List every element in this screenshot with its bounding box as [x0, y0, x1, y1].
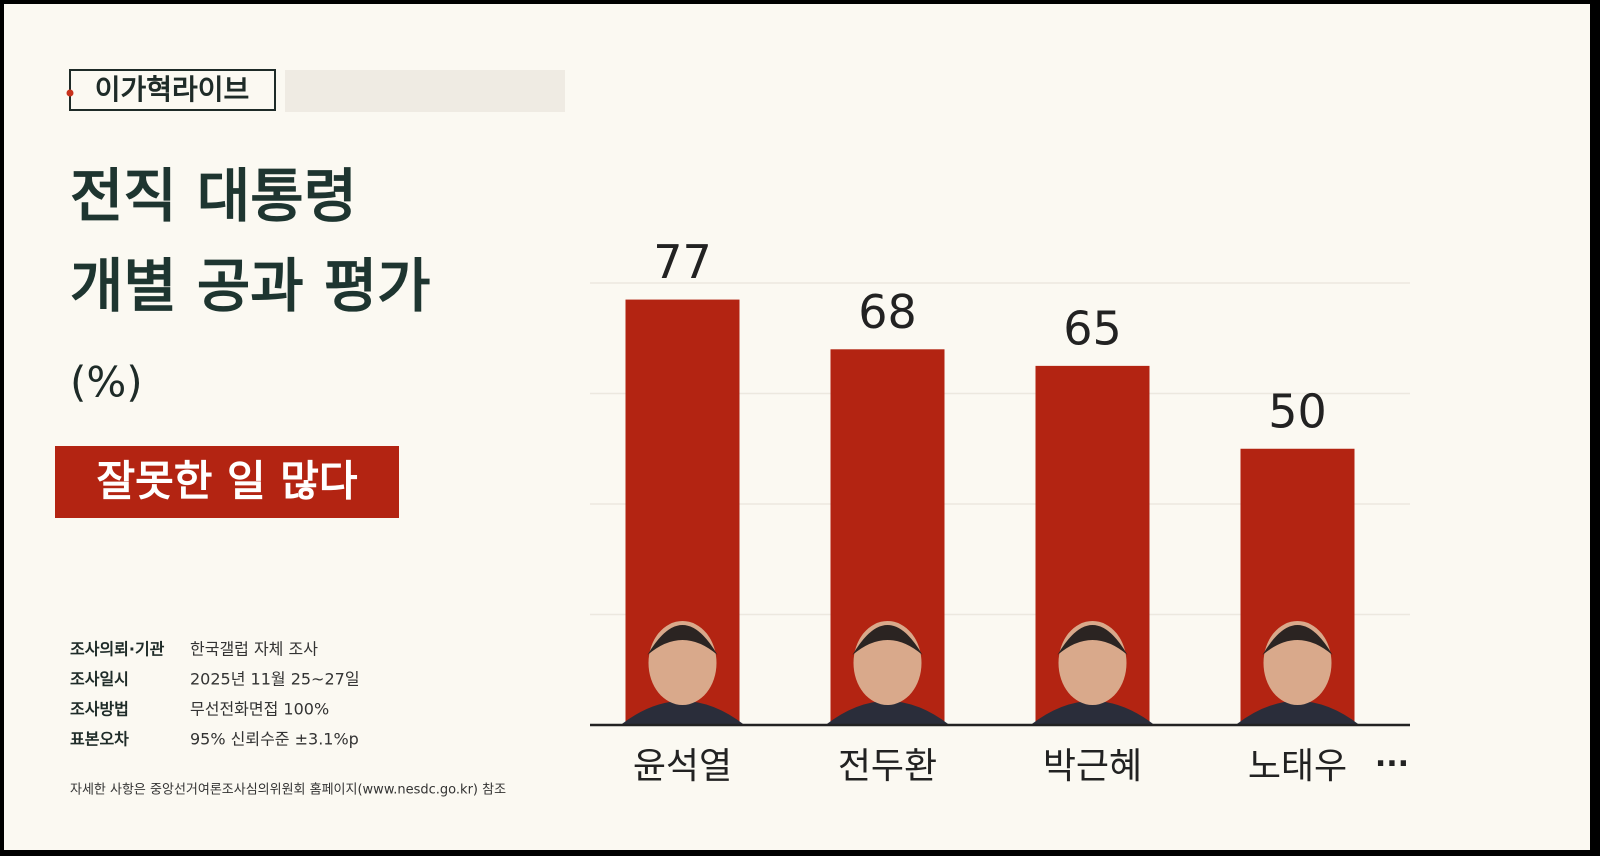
brand-dot: [66, 89, 74, 97]
note-value: 한국갤럽 자체 조사: [190, 640, 318, 659]
x-tick-label: 노태우: [1248, 746, 1347, 787]
value-label: 68: [858, 285, 917, 339]
x-tick-label: 전두환: [838, 746, 937, 787]
portrait-hair: [647, 625, 718, 655]
value-label: 65: [1063, 301, 1122, 355]
portrait-body: [825, 701, 950, 725]
note-value: 무선전화면접 100%: [190, 700, 329, 719]
x-tick-label: 윤석열: [633, 746, 732, 787]
subtitle-badge: [55, 446, 399, 518]
footnote: 자세한 사항은 중앙선거여론조사심의위원회 홈페이지(www.nesdc.go.…: [70, 783, 506, 798]
chart-title: 개별 공과 평가: [70, 252, 431, 320]
portrait-hair: [852, 625, 923, 655]
note-value: 95% 신뢰수준 ±3.1%p: [190, 730, 359, 749]
value-label: 77: [653, 235, 712, 289]
note-label: 표본오차: [70, 730, 129, 749]
portrait-hair: [1057, 625, 1128, 655]
note-label: 조사일시: [70, 670, 129, 689]
unit: (%): [70, 358, 143, 407]
brand-banner: [285, 70, 565, 112]
brand: 이가혁라이브: [95, 73, 250, 106]
portrait-body: [620, 701, 745, 725]
subtitle: 잘못한 일 많다: [96, 457, 357, 506]
note-value: 2025년 11월 25~27일: [190, 670, 360, 689]
portrait-body: [1235, 701, 1360, 725]
more-label: ···: [1375, 747, 1409, 782]
note-label: 조사방법: [70, 700, 129, 719]
value-label: 50: [1268, 384, 1327, 438]
portrait-hair: [1262, 625, 1333, 655]
x-tick-label: 박근혜: [1043, 746, 1142, 787]
portraits: [620, 621, 1360, 725]
portrait-body: [1030, 701, 1155, 725]
note-label: 조사의뢰·기관: [70, 640, 165, 659]
chart-title: 전직 대통령: [70, 162, 357, 230]
